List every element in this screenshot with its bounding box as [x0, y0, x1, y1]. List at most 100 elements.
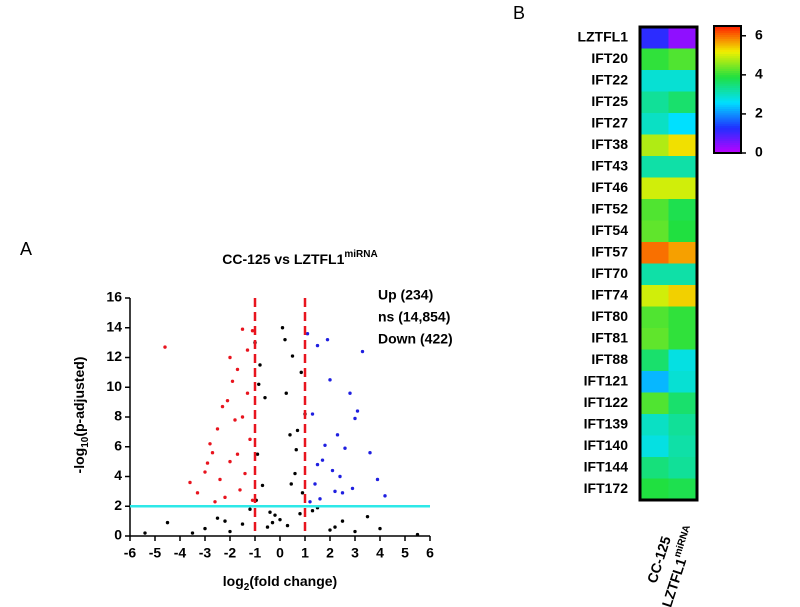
colorbar-slice [714, 55, 741, 59]
point [215, 427, 220, 431]
colorbar-slice [714, 114, 741, 118]
point [333, 489, 337, 494]
row-label: IFT121 [584, 372, 629, 388]
point [250, 329, 255, 333]
heat-cell [640, 199, 669, 221]
colorbar-slice [714, 129, 741, 133]
heat-cell [640, 263, 669, 285]
point [240, 522, 245, 526]
colorbar-slice [714, 49, 741, 52]
point [293, 471, 297, 476]
row-label: IFT172 [584, 480, 629, 496]
point [208, 442, 212, 446]
heat-cell [668, 134, 697, 156]
x-tick-label: -5 [149, 545, 162, 561]
heat-cell [640, 457, 669, 479]
point [305, 332, 310, 336]
row-label: IFT57 [591, 243, 628, 259]
point [245, 391, 250, 395]
point [213, 500, 217, 504]
heat-cell [668, 478, 697, 500]
colorbar-tick-label: 6 [755, 26, 763, 42]
colorbar-slice [714, 85, 741, 88]
point [165, 520, 170, 525]
heat-cell [640, 328, 669, 350]
colorbar-slice [714, 72, 741, 76]
y-tick-label: 4 [114, 467, 122, 483]
point [218, 477, 222, 482]
colorbar-slice [714, 104, 741, 107]
colorbar-slice [714, 87, 741, 90]
point [195, 491, 200, 495]
heat-cell [668, 48, 697, 70]
x-tick-label: 4 [376, 545, 384, 561]
point [360, 349, 365, 354]
point [315, 343, 320, 348]
y-tick-label: 14 [106, 318, 122, 334]
point [220, 404, 225, 409]
row-label: IFT74 [591, 286, 628, 302]
legend-entry: Down (422) [378, 331, 453, 347]
colorbar-slice [714, 119, 741, 122]
point [310, 412, 315, 416]
point [289, 482, 293, 486]
x-axis-label: log2(fold change) [223, 573, 337, 593]
colorbar-slice [714, 40, 741, 44]
point [210, 451, 215, 455]
point [300, 491, 305, 495]
point [328, 528, 332, 532]
heat-cell [668, 435, 697, 457]
colorbar-slice [714, 32, 741, 35]
point [353, 416, 357, 421]
colorbar-slice [714, 93, 741, 97]
x-tick-label: -2 [224, 545, 237, 561]
colorbar-slice [714, 100, 741, 103]
colorbar-tick-label: 2 [755, 105, 763, 121]
row-label: IFT144 [584, 458, 629, 474]
point [163, 345, 167, 349]
heat-cell [640, 156, 669, 178]
colorbar-slice [714, 148, 741, 152]
colorbar-slice [714, 83, 741, 86]
point [248, 437, 252, 442]
legend-entry: ns (14,854) [378, 309, 450, 325]
point [223, 519, 227, 523]
heat-cell [668, 414, 697, 436]
colorbar-tick-label: 0 [755, 144, 763, 160]
heat-cell [668, 242, 697, 264]
heatmap-border [638, 25, 699, 502]
heat-cell [668, 199, 697, 221]
colorbar-slice [714, 38, 741, 42]
colorbar-slice [714, 123, 741, 126]
heat-cell [640, 220, 669, 242]
colorbar-slice [714, 64, 741, 67]
heat-cell [640, 134, 669, 156]
y-label: -log [71, 448, 87, 474]
colorbar-slice [714, 42, 741, 46]
y-axis-label: -log10(p-adjusted) [71, 357, 91, 474]
colorbar-slice [714, 78, 741, 82]
heat-cell [640, 27, 669, 49]
row-label: IFT81 [591, 329, 628, 345]
point [258, 363, 262, 367]
point [338, 474, 342, 479]
row-label: IFT22 [591, 71, 628, 87]
row-label: IFT25 [591, 93, 628, 109]
heat-cell [668, 27, 697, 49]
row-label: IFT80 [591, 308, 628, 324]
point [378, 526, 382, 531]
colorbar-slice [714, 112, 741, 116]
heat-cell [640, 242, 669, 264]
column-label-sup: miRNA [672, 524, 693, 559]
heat-cell [640, 435, 669, 457]
row-label: IFT38 [591, 136, 628, 152]
point [205, 461, 210, 465]
point [240, 327, 245, 331]
point [215, 516, 220, 520]
colorbar-slice [714, 142, 741, 146]
point [240, 415, 245, 419]
point [343, 446, 347, 450]
x-tick-label: 1 [301, 545, 309, 561]
colorbar-slice [714, 146, 741, 150]
colorbar-slice [714, 81, 741, 84]
